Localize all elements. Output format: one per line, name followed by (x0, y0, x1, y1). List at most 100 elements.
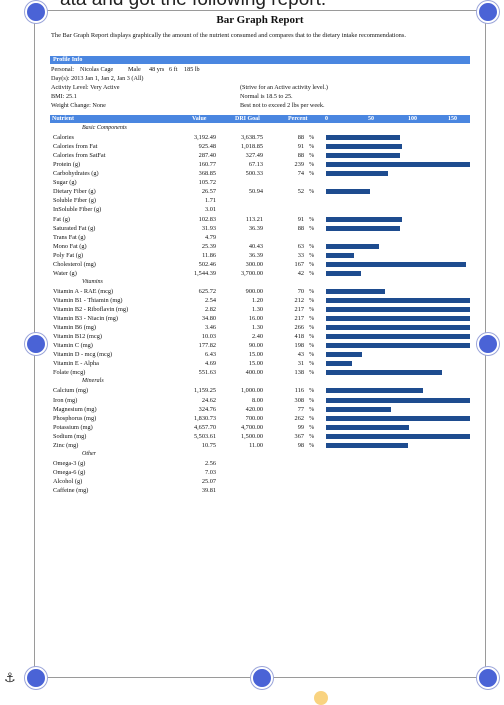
nutrient-name: Zinc (mg) (53, 441, 79, 449)
nutrient-percent: 138 (294, 369, 304, 377)
percent-sign: % (309, 296, 315, 304)
profile-sex: Male (128, 66, 141, 73)
percent-bar (326, 144, 403, 150)
percent-sign: % (309, 188, 315, 196)
nutrient-goal: 3,638.75 (240, 134, 263, 142)
nutrient-value: 287.40 (198, 152, 216, 160)
nutrient-value: 6.43 (204, 351, 216, 359)
resize-handle-bottom-middle[interactable] (251, 667, 273, 689)
nutrient-goal: 1.30 (251, 324, 263, 332)
table-row: Sodium (mg) 5,503.61 1,500.00 367% (50, 432, 470, 441)
nutrient-goal: 2.40 (251, 333, 263, 341)
percent-sign: % (309, 287, 315, 295)
table-row: Potassium (mg) 4,657.70 4,700.00 99% (50, 423, 470, 432)
percent-bar (326, 189, 370, 195)
nutrient-value: 3,192.49 (193, 134, 216, 142)
table-row: Fat (g) 102.83 113.21 91% (50, 215, 470, 224)
percent-sign: % (309, 143, 315, 151)
section-label: Basic Components (82, 125, 127, 131)
nutrient-value: 7.03 (204, 468, 216, 476)
percent-col-header: Percent (288, 116, 308, 122)
profile-weight: 185 lb (184, 66, 200, 73)
nutrient-goal: 36.39 (248, 224, 263, 232)
table-row: Calories from Fat 925.48 1,018.85 91% (50, 142, 470, 151)
percent-bar (326, 352, 363, 358)
resize-handle-top-right[interactable] (477, 1, 499, 23)
nutrient-goal: 50.94 (248, 188, 263, 196)
nutrient-percent: 217 (294, 315, 304, 323)
nutrient-value: 25.39 (201, 242, 216, 250)
table-row: Omega-3 (g) 2.56 (50, 459, 470, 468)
resize-handle-bottom-left[interactable] (25, 667, 47, 689)
nutrient-goal: 11.00 (249, 441, 263, 449)
nutrient-name: Vitamin A - RAE (mcg) (53, 287, 114, 295)
nutrient-value: 551.63 (198, 369, 216, 377)
nutrient-percent: 31 (297, 360, 304, 368)
table-row: InSoluble Fiber (g) 3.01 (50, 205, 470, 214)
nutrient-value: 25.07 (201, 477, 216, 485)
section-label: Minerals (82, 378, 104, 385)
nutrient-value: 1,159.25 (193, 387, 216, 395)
nutrient-name: Trans Fat (g) (53, 233, 86, 241)
report-description: The Bar Graph Report displays graphicall… (51, 32, 406, 39)
resize-handle-middle-left[interactable] (25, 333, 47, 355)
nutrient-percent: 239 (294, 161, 304, 169)
scale-tick-50: 50 (368, 116, 374, 122)
nutrient-name: Magnesium (mg) (53, 405, 97, 413)
table-row: Calories from SatFat 287.40 327.49 88% (50, 151, 470, 160)
percent-bar (326, 225, 400, 231)
percent-bar (326, 397, 470, 403)
table-row: Vitamin B3 - Niacin (mg) 34.80 16.00 217% (50, 314, 470, 323)
table-row: Vitamin E - Alpha 4.69 15.00 31% (50, 359, 470, 368)
nutrient-name: Mono Fat (g) (53, 242, 87, 250)
percent-sign: % (309, 396, 315, 404)
table-row: Vitamin D - mcg (mcg) 6.43 15.00 43% (50, 350, 470, 359)
bmi-note: Normal is 18.5 to 25. (240, 93, 293, 100)
resize-handle-middle-right[interactable] (477, 333, 499, 355)
nutrient-name: Omega-3 (g) (53, 459, 86, 467)
previous-text-line: ata and got the following report: (0, 0, 504, 14)
percent-sign: % (309, 405, 315, 413)
table-row: Folate (mcg) 551.63 400.00 138% (50, 368, 470, 377)
nutrient-name: Water (g) (53, 269, 77, 277)
nutrient-name: Calories from SatFat (53, 152, 106, 160)
nutrient-goal: 1.20 (251, 296, 263, 304)
percent-sign: % (309, 342, 315, 350)
percent-sign: % (309, 333, 315, 341)
profile-header: Profile Info (50, 56, 470, 64)
nutrient-value: 31.93 (201, 224, 216, 232)
profile-name: Nicolas Cage (80, 66, 114, 73)
nutrient-percent: 98 (297, 441, 304, 449)
nutrient-name: Caffeine (mg) (53, 487, 89, 494)
nutrient-goal: 1,500.00 (240, 432, 263, 440)
layout-options-icon[interactable] (314, 691, 328, 705)
percent-sign: % (309, 251, 315, 259)
nutrient-goal: 327.49 (245, 152, 263, 160)
nutrient-name: Dietary Fiber (g) (53, 188, 96, 196)
percent-bar (326, 325, 470, 331)
anchor-icon[interactable]: ⚓ (4, 671, 16, 686)
nutrient-value: 4.79 (204, 233, 216, 241)
nutrient-name: Vitamin C (mg) (53, 342, 93, 350)
percent-sign: % (309, 269, 315, 277)
resize-handle-bottom-right[interactable] (477, 667, 499, 689)
percent-bar (326, 424, 410, 430)
nutrient-name: Cholesterol (mg) (53, 260, 96, 268)
nutrient-percent: 212 (294, 296, 304, 304)
nutrient-name: Carbohydrates (g) (53, 170, 99, 178)
table-row: Alcohol (g) 25.07 (50, 477, 470, 486)
nutrient-name: Sodium (mg) (53, 432, 87, 440)
nutrient-goal: 500.33 (245, 170, 263, 178)
percent-sign: % (309, 351, 315, 359)
nutrient-value: 625.72 (198, 287, 216, 295)
percent-sign: % (309, 387, 315, 395)
resize-handle-top-left[interactable] (25, 1, 47, 23)
table-row: Carbohydrates (g) 368.85 500.33 74% (50, 169, 470, 178)
percent-bar (326, 343, 470, 349)
percent-bar (326, 334, 470, 340)
percent-bar (326, 406, 391, 412)
personal-label: Personal: (51, 66, 75, 73)
nutrient-percent: 99 (297, 423, 304, 431)
percent-bar (326, 370, 442, 376)
nutrient-percent: 42 (297, 269, 304, 277)
